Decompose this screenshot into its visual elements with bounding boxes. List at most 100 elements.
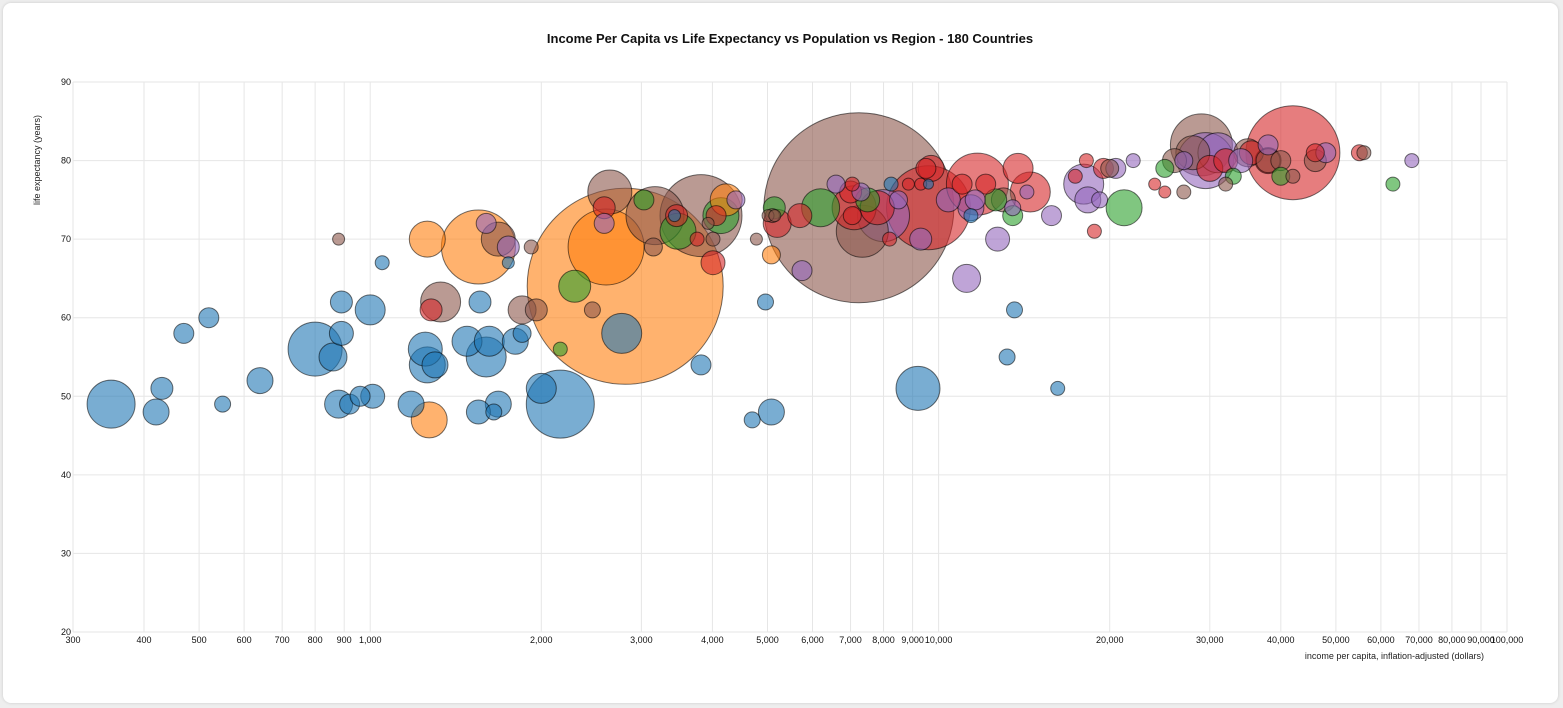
country-bubble[interactable]	[889, 190, 908, 210]
country-bubble[interactable]	[768, 209, 782, 223]
country-bubble[interactable]	[552, 341, 568, 357]
country-bubble[interactable]	[1004, 199, 1022, 217]
country-bubble[interactable]	[826, 174, 846, 194]
country-bubble[interactable]	[791, 260, 813, 282]
country-bubble[interactable]	[475, 212, 497, 234]
country-bubble[interactable]	[512, 323, 532, 343]
x-tick-label: 100,000	[1491, 635, 1524, 645]
country-bubble[interactable]	[1257, 134, 1279, 156]
country-bubble[interactable]	[1019, 184, 1035, 200]
country-bubble[interactable]	[1356, 145, 1372, 161]
country-bubble[interactable]	[501, 256, 515, 270]
country-bubble[interactable]	[332, 232, 346, 246]
country-bubble[interactable]	[1158, 185, 1172, 199]
country-bubble[interactable]	[975, 173, 997, 195]
y-axis-label: life expectancy (years)	[32, 115, 42, 205]
x-tick-label: 40,000	[1267, 635, 1295, 645]
country-bubble[interactable]	[701, 216, 715, 230]
country-bubble[interactable]	[1091, 191, 1109, 209]
country-bubble[interactable]	[473, 325, 505, 357]
country-bubble[interactable]	[787, 203, 813, 229]
country-bubble[interactable]	[523, 239, 539, 255]
country-bubble[interactable]	[895, 365, 941, 411]
country-bubble[interactable]	[882, 231, 898, 247]
country-bubble[interactable]	[1041, 205, 1062, 227]
country-bubble[interactable]	[1385, 176, 1401, 192]
country-bubble[interactable]	[397, 390, 425, 418]
country-bubble[interactable]	[689, 231, 705, 247]
country-bubble[interactable]	[468, 290, 492, 314]
country-bubble[interactable]	[593, 212, 615, 234]
country-bubble[interactable]	[525, 372, 557, 404]
country-bubble[interactable]	[1174, 151, 1194, 171]
country-bubble[interactable]	[421, 351, 449, 379]
country-bubble[interactable]	[1305, 143, 1325, 163]
country-bubble[interactable]	[1050, 380, 1066, 396]
country-bubble[interactable]	[964, 189, 986, 211]
country-bubble[interactable]	[496, 235, 520, 259]
country-bubble[interactable]	[328, 320, 354, 346]
country-bubble[interactable]	[1100, 158, 1120, 178]
country-bubble[interactable]	[844, 176, 860, 192]
country-bubble[interactable]	[583, 301, 601, 319]
country-bubble[interactable]	[329, 290, 353, 314]
country-bubble[interactable]	[1176, 184, 1192, 200]
country-bubble[interactable]	[601, 312, 643, 354]
country-bubble[interactable]	[749, 232, 763, 246]
country-bubble[interactable]	[643, 237, 663, 257]
country-bubble[interactable]	[757, 293, 774, 311]
country-bubble[interactable]	[842, 206, 862, 226]
country-bubble[interactable]	[985, 226, 1011, 252]
country-bubble[interactable]	[1218, 176, 1234, 192]
country-bubble[interactable]	[952, 263, 982, 293]
country-bubble[interactable]	[318, 342, 348, 372]
country-bubble[interactable]	[700, 250, 726, 276]
country-bubble[interactable]	[1105, 189, 1143, 227]
country-bubble[interactable]	[142, 398, 170, 426]
country-bubble[interactable]	[951, 173, 973, 195]
country-bubble[interactable]	[963, 208, 979, 224]
country-bubble[interactable]	[214, 395, 232, 413]
country-bubble[interactable]	[198, 307, 220, 329]
country-bubble[interactable]	[246, 367, 274, 395]
country-bubble[interactable]	[1086, 223, 1102, 239]
country-bubble[interactable]	[354, 294, 386, 326]
country-bubble[interactable]	[558, 269, 592, 303]
country-bubble[interactable]	[761, 245, 781, 265]
country-bubble[interactable]	[726, 190, 746, 210]
x-tick-label: 30,000	[1196, 635, 1224, 645]
country-bubble[interactable]	[909, 227, 933, 251]
country-bubble[interactable]	[1078, 153, 1094, 169]
country-bubble[interactable]	[349, 385, 371, 407]
country-bubble[interactable]	[1067, 168, 1083, 184]
country-bubble[interactable]	[998, 348, 1016, 366]
country-bubble[interactable]	[1285, 168, 1301, 184]
country-bubble[interactable]	[915, 157, 937, 179]
country-bubble[interactable]	[86, 379, 136, 429]
country-bubble[interactable]	[173, 322, 195, 344]
country-bubble[interactable]	[524, 298, 548, 322]
country-bubble[interactable]	[1002, 152, 1034, 184]
country-bubble[interactable]	[901, 177, 915, 191]
country-bubble[interactable]	[408, 220, 446, 258]
country-bubble[interactable]	[668, 209, 681, 223]
country-bubble[interactable]	[150, 376, 174, 400]
country-bubble[interactable]	[633, 189, 655, 211]
country-bubble[interactable]	[1404, 153, 1420, 169]
country-bubble[interactable]	[705, 231, 721, 247]
country-bubble[interactable]	[883, 176, 899, 192]
country-bubble[interactable]	[935, 187, 961, 213]
x-tick-label: 700	[275, 635, 290, 645]
country-bubble[interactable]	[1148, 177, 1162, 191]
country-bubble[interactable]	[485, 403, 503, 421]
country-bubble[interactable]	[419, 298, 443, 322]
country-bubble[interactable]	[374, 255, 390, 271]
country-bubble[interactable]	[1006, 301, 1023, 319]
x-tick-label: 4,000	[701, 635, 724, 645]
country-bubble[interactable]	[757, 398, 785, 426]
country-bubble[interactable]	[690, 354, 712, 376]
country-bubble[interactable]	[743, 411, 761, 429]
country-bubble[interactable]	[1155, 158, 1175, 178]
country-bubble[interactable]	[1125, 153, 1141, 169]
country-bubble[interactable]	[923, 178, 934, 190]
